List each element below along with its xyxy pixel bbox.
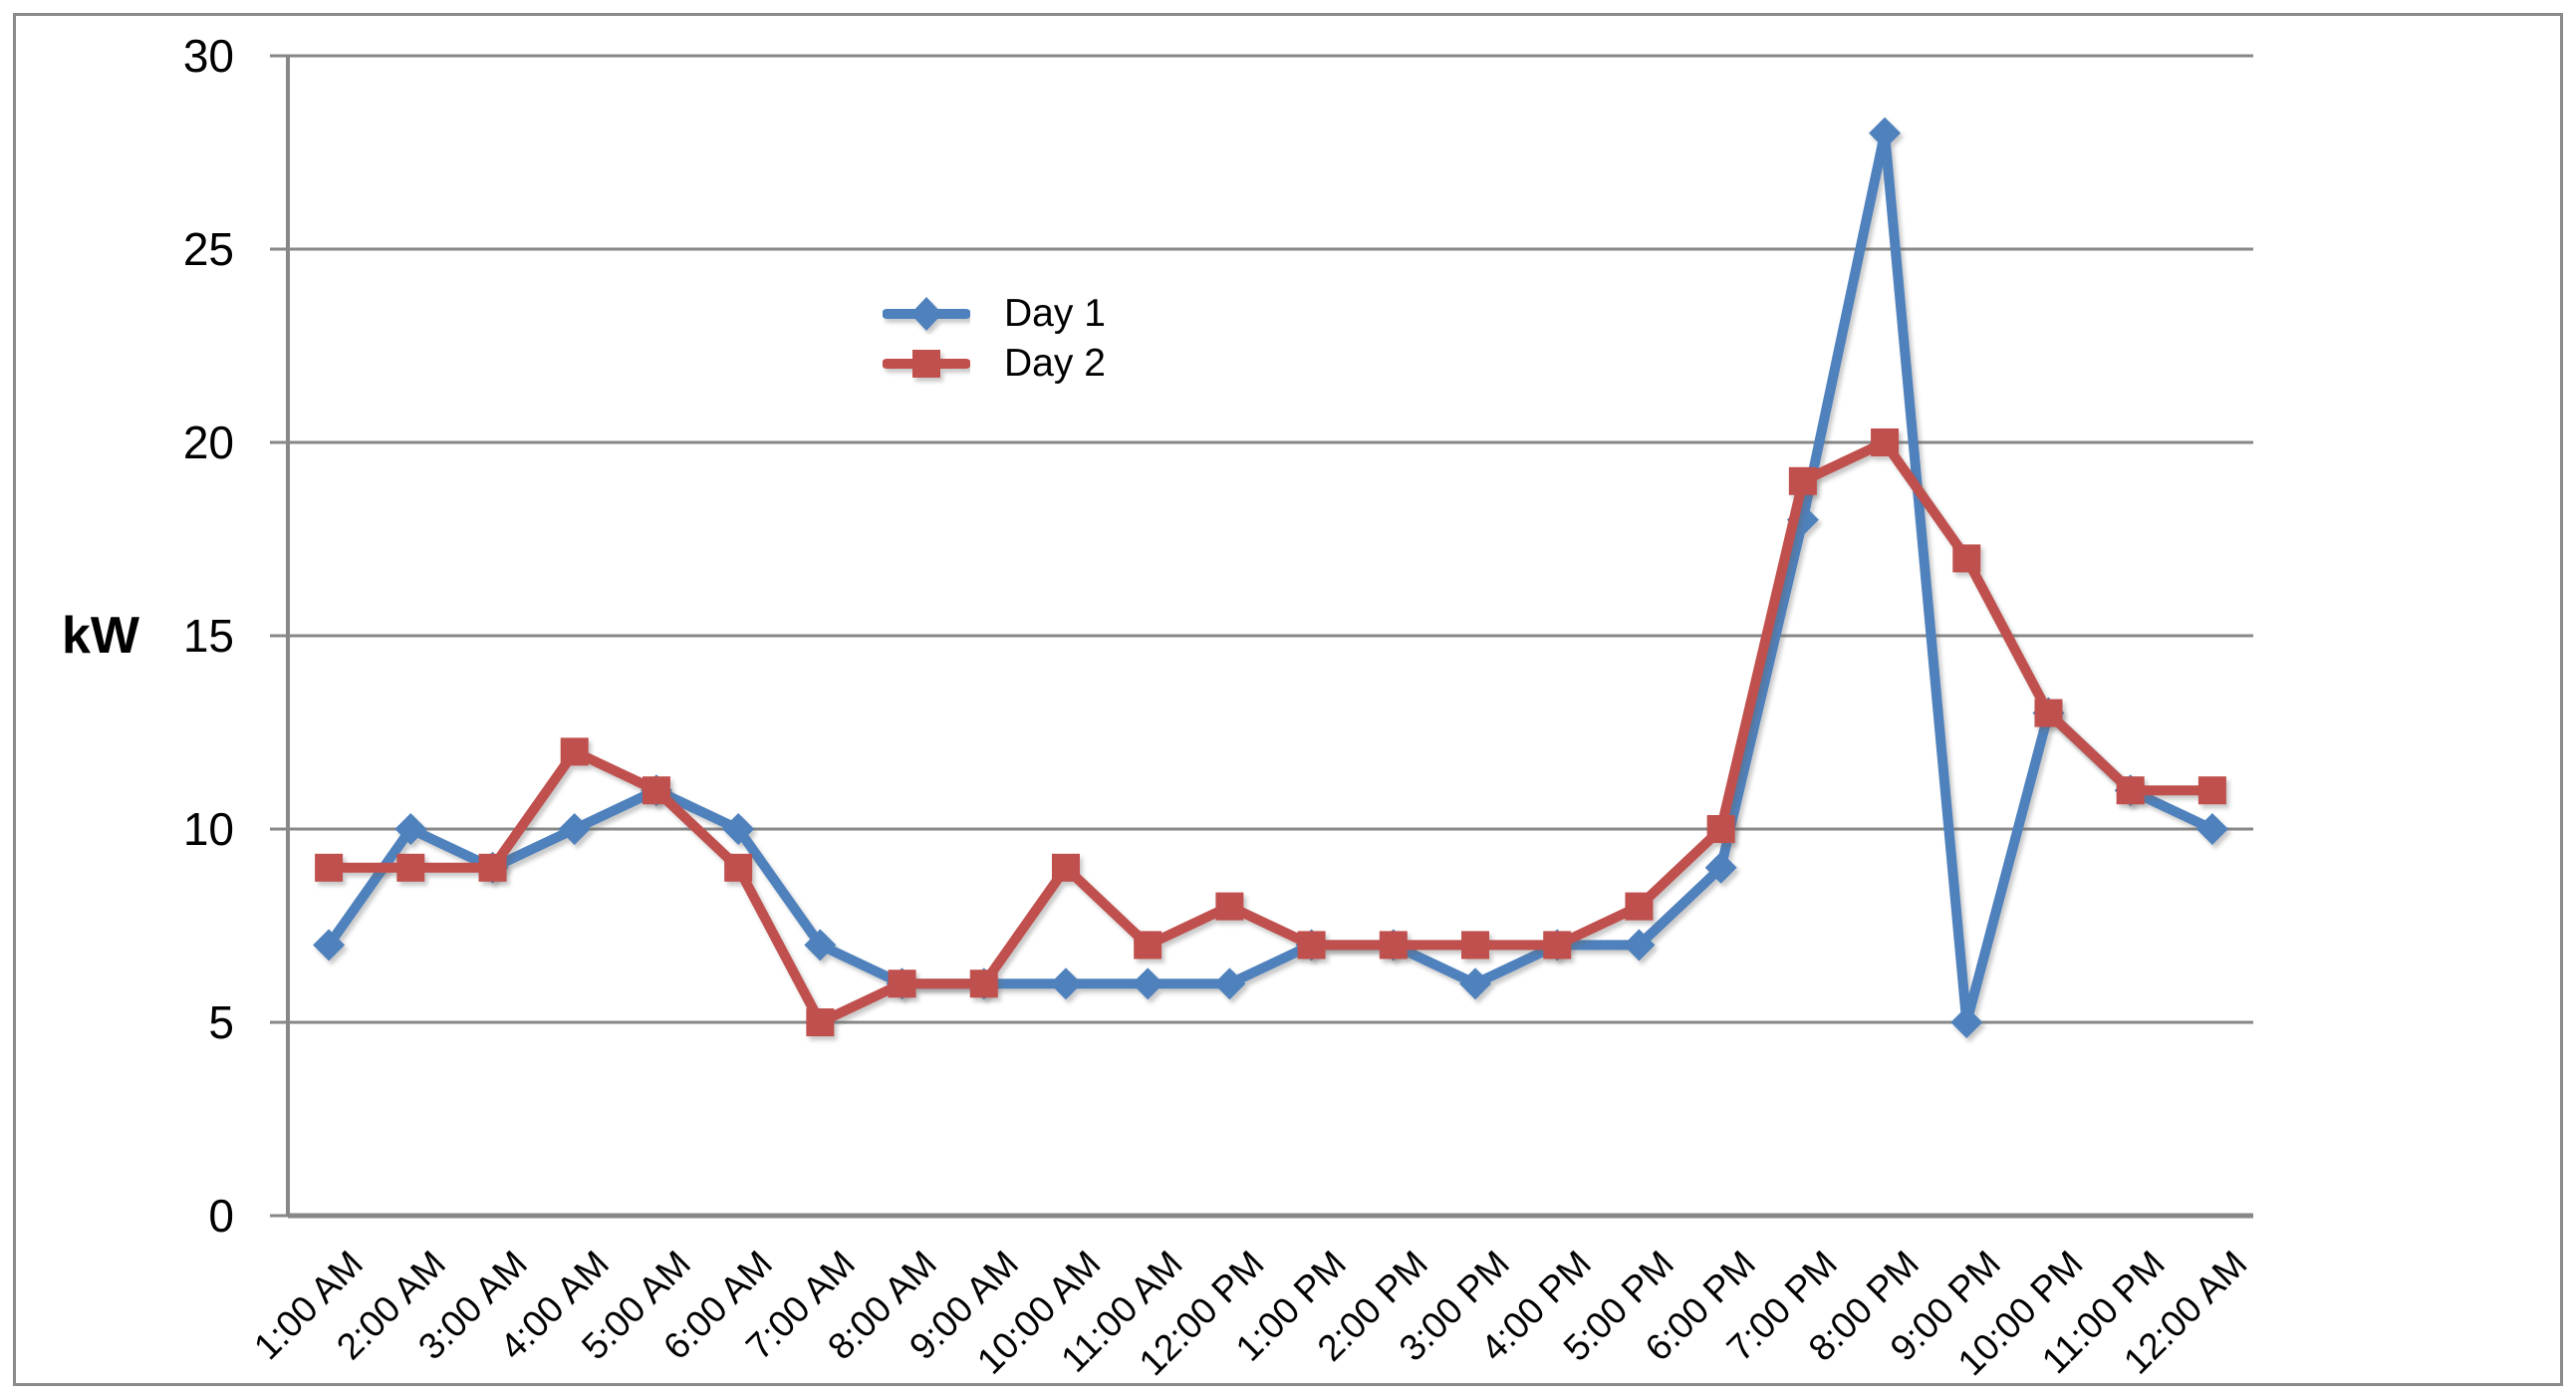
- legend-item-day2: Day 2: [883, 339, 1106, 389]
- day1-marker: [722, 813, 755, 845]
- day2-marker: [1871, 428, 1900, 456]
- legend: Day 1 Day 2: [883, 289, 1106, 389]
- day2-marker: [1379, 931, 1408, 960]
- day2-marker: [560, 737, 589, 766]
- series-day2: [315, 428, 2226, 1036]
- day2-marker: [396, 853, 425, 882]
- legend-label-day1: Day 1: [1004, 292, 1106, 335]
- gridlines: [270, 54, 2253, 1218]
- legend-label-day2: Day 2: [1004, 342, 1106, 385]
- y-axis-label: 15: [182, 610, 234, 662]
- day1-marker: [1869, 117, 1902, 149]
- day2-marker: [969, 970, 998, 998]
- y-axis-label: 30: [182, 30, 234, 82]
- day2-line: [324, 437, 2217, 1027]
- day2-marker: [724, 853, 753, 882]
- day1-marker: [1132, 968, 1164, 1000]
- day2-marker: [315, 853, 344, 882]
- day2-marker: [2197, 776, 2226, 805]
- day2-marker: [1134, 931, 1162, 960]
- day2-marker: [888, 970, 916, 998]
- day1-line: [324, 128, 2217, 1027]
- day2-marker: [1297, 931, 1326, 960]
- chart-frame: [13, 13, 2563, 1386]
- day2-marker: [2034, 699, 2063, 727]
- day2-marker: [1788, 466, 1817, 495]
- day2-marker: [2116, 776, 2145, 805]
- day1-marker: [1049, 968, 1082, 1000]
- day2-legend-marker-icon: [883, 350, 970, 378]
- day1-legend-marker-icon: [883, 297, 970, 331]
- day2-marker: [1625, 892, 1654, 921]
- day1-marker: [1623, 929, 1656, 962]
- day2-marker: [642, 776, 670, 805]
- day2-marker: [1706, 815, 1735, 843]
- day1-marker: [1213, 968, 1246, 1000]
- y-axis-label: 25: [182, 223, 234, 275]
- day1-marker: [394, 813, 427, 845]
- y-axis-label: 20: [182, 417, 234, 468]
- day2-marker: [1215, 892, 1244, 921]
- day1-marker: [313, 929, 346, 962]
- day1-marker: [558, 813, 591, 845]
- day2-marker: [478, 853, 507, 882]
- y-axis-label: 0: [208, 1190, 234, 1242]
- legend-item-day1: Day 1: [883, 289, 1106, 339]
- day1-marker: [1459, 968, 1492, 1000]
- day1-marker: [2195, 813, 2228, 845]
- day2-marker: [806, 1008, 835, 1036]
- day1-marker: [1950, 1006, 1983, 1038]
- day1-marker: [804, 929, 837, 962]
- day2-marker: [1461, 931, 1490, 960]
- y-axis-title: kW: [62, 607, 139, 665]
- series-day1: [313, 117, 2228, 1038]
- day2-marker: [1952, 544, 1981, 573]
- day2-marker: [1543, 931, 1572, 960]
- y-axis-label: 10: [182, 803, 234, 855]
- day2-marker: [1051, 853, 1080, 882]
- y-axis-label: 5: [208, 996, 234, 1048]
- day1-marker: [1704, 851, 1737, 884]
